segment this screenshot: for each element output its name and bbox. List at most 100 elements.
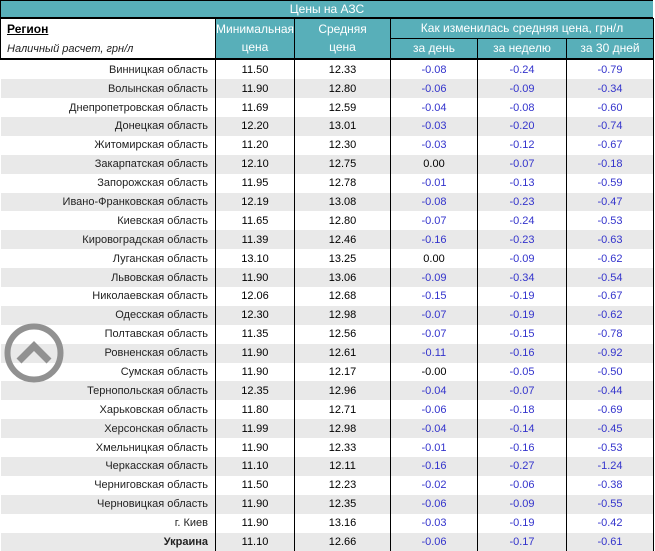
change-week-cell: -0.19 xyxy=(477,513,567,533)
change-week-cell: -0.24 xyxy=(477,59,567,80)
table-row: Волынская область 11.90 12.80 -0.06 -0.09 -0.… xyxy=(0,79,655,99)
table-row: Запорожская область 11.95 12.78 -0.01 -0.13-… xyxy=(1,173,655,193)
region-cell: Черновицкая область xyxy=(97,498,208,511)
region-cell: Харьковская область xyxy=(99,403,209,416)
avg-price-cell: 12.33 xyxy=(294,438,391,458)
change-week-cell: -0.09 xyxy=(477,79,567,99)
table-row: Луганская область 13.10 13.25 0.00 -0.09 -0.6… xyxy=(1,249,655,269)
change-30d-cell: -0.67 xyxy=(565,287,655,306)
avg-price-cell: 12.17 xyxy=(294,362,391,382)
avg-price-cell: 12.78 xyxy=(294,173,391,193)
change-day-cell: -0.15 xyxy=(390,287,478,306)
change-day-header: за день xyxy=(390,38,478,61)
change-week-cell: -0.14 xyxy=(477,419,567,439)
change-30d-cell: -0.53 xyxy=(565,438,655,458)
min-price-cell: 11.10 xyxy=(215,457,295,476)
min-price-cell: 11.65 xyxy=(215,211,295,231)
change-day-cell: 0.00 xyxy=(390,154,478,174)
change-30d-cell: -0.44 xyxy=(565,381,655,401)
avg-price-cell: 13.16 xyxy=(294,513,391,533)
change-30d-cell: -0.34 xyxy=(565,79,655,99)
table-row: Сумская область 11.90 12.17 -0.00 -0.05 -0.50 xyxy=(1,362,655,382)
change-day-cell: -0.00 xyxy=(390,362,478,382)
region-cell: Хмельницкая область xyxy=(95,441,208,454)
change-week-cell: -0.12 xyxy=(477,135,567,155)
change-week-cell: -0.16 xyxy=(477,438,567,458)
region-cell: Полтавская область xyxy=(104,328,208,341)
min-price-cell: 11.90 xyxy=(215,343,295,363)
table-row: Житомирская область 11.20 12.30 -0.03 -0.12-… xyxy=(1,135,655,155)
change-week-cell: -0.05 xyxy=(477,362,567,382)
change-30d-cell: -0.42 xyxy=(565,513,655,533)
table-row: Ивано-Франковская область 12.19 13.08 -0.08… xyxy=(0,192,655,212)
change-week-cell: -0.23 xyxy=(477,230,567,250)
avg-price-cell: 12.35 xyxy=(294,494,391,514)
min-price-cell: 11.69 xyxy=(215,98,295,117)
min-price-cell: 12.10 xyxy=(215,154,295,174)
table-row: Кировоградская область 11.39 12.46 -0.16 -0.… xyxy=(0,230,655,250)
region-cell: г. Киев xyxy=(174,517,208,530)
min-price-cell: 11.90 xyxy=(215,79,295,99)
change-week-cell: -0.19 xyxy=(477,305,567,325)
change-day-cell: -0.06 xyxy=(390,494,478,514)
change-day-cell: -0.04 xyxy=(390,98,478,117)
change-day-cell: -0.06 xyxy=(390,532,478,551)
avg-price-cell: 13.08 xyxy=(294,192,391,212)
region-cell: Закарпатская область xyxy=(94,158,208,171)
change-day-cell: -0.02 xyxy=(390,475,478,495)
change-week-cell: -0.08 xyxy=(477,98,567,117)
table-row: Украина 11.10 12.66 -0.06 -0.17 -0.61 xyxy=(0,532,655,551)
change-30d-cell: -0.60 xyxy=(565,98,655,117)
chevron-up-icon xyxy=(4,323,64,383)
table-row: Киевская область 11.65 12.80 -0.07 -0.24 -0.5… xyxy=(1,211,655,231)
avg-price-cell: 12.98 xyxy=(294,419,391,439)
change-day-cell: -0.01 xyxy=(390,173,478,193)
avg-price-cell: 13.01 xyxy=(294,117,391,136)
table-row: Львовская область 11.90 13.06 -0.09 -0.34 -0.… xyxy=(0,268,655,288)
min-price-cell: 11.35 xyxy=(215,324,295,344)
region-cell: Кировоградская область xyxy=(82,233,208,246)
change-week-cell: -0.27 xyxy=(477,457,567,476)
min-price-cell: 11.50 xyxy=(215,59,295,80)
change-30d-cell: -0.62 xyxy=(565,305,655,325)
change-30d-cell: -0.59 xyxy=(565,173,655,193)
scroll-to-top-button[interactable] xyxy=(3,322,65,384)
region-cell: Киевская область xyxy=(117,214,208,227)
region-cell: Волынская область xyxy=(107,82,208,95)
table-row: Хмельницкая область 11.90 12.33 -0.01 -0.16-… xyxy=(1,438,655,458)
change-30d-cell: -0.45 xyxy=(565,419,655,439)
avg-price-cell: 12.66 xyxy=(294,532,391,551)
change-day-cell: -0.03 xyxy=(390,513,478,533)
region-cell: Винницкая область xyxy=(109,63,208,76)
region-sort-link[interactable]: Регион xyxy=(7,22,49,36)
change-day-cell: -0.03 xyxy=(390,117,478,136)
region-cell: Николаевская область xyxy=(92,290,208,303)
change-30d-cell: -0.18 xyxy=(565,154,655,174)
min-price-cell: 11.90 xyxy=(215,513,295,533)
min-price-cell: 11.80 xyxy=(215,400,295,420)
avg-price-cell: 12.68 xyxy=(294,287,391,306)
change-30d-cell: -0.62 xyxy=(565,249,655,269)
change-day-cell: -0.07 xyxy=(390,324,478,344)
region-cell: Донецкая область xyxy=(114,120,208,133)
table-row: Ровненская область 11.90 12.61 -0.11 -0.16 -0… xyxy=(0,343,655,363)
change-30d-cell: -0.67 xyxy=(565,135,655,155)
avg-price-cell: 13.06 xyxy=(294,268,391,288)
min-price-cell: 11.99 xyxy=(215,419,295,439)
min-price-cell: 11.90 xyxy=(215,494,295,514)
table-row: Черкасская область 11.10 12.11 -0.16 -0.27 -1… xyxy=(0,457,655,476)
change-week-header: за неделю xyxy=(477,38,567,61)
change-30d-cell: -0.74 xyxy=(565,117,655,136)
region-header: Регион Наличный расчет, грн/л xyxy=(0,18,216,61)
min-price-cell: 12.06 xyxy=(215,287,295,306)
table-row: Николаевская область 12.06 12.68 -0.15 -0.19… xyxy=(1,287,655,306)
change-30d-cell: -0.63 xyxy=(565,230,655,250)
table-row: Тернопольская область 12.35 12.96 -0.04 -0.0… xyxy=(0,381,655,401)
region-cell: Сумская область xyxy=(120,366,208,379)
region-cell: Житомирская область xyxy=(94,139,208,152)
avg-price-cell: 12.11 xyxy=(294,457,391,476)
change-week-cell: -0.15 xyxy=(477,324,567,344)
region-cell: Львовская область xyxy=(111,271,208,284)
avg-price-cell: 12.61 xyxy=(294,343,391,363)
